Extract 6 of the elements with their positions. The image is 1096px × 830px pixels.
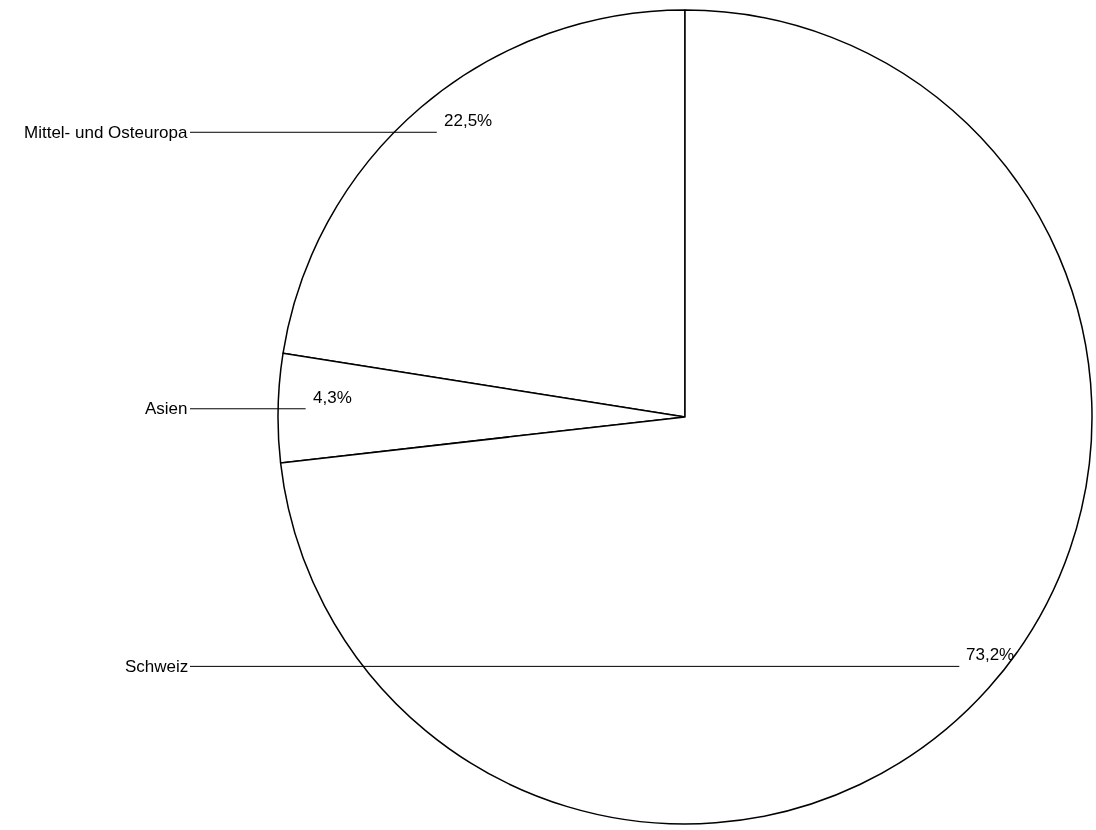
data-label: 73,2% <box>966 645 1015 664</box>
data-label: 4,3% <box>313 388 352 407</box>
slice-label: Mittel- und Osteuropa <box>24 123 189 142</box>
slice-label: Asien <box>145 399 188 418</box>
slice-label: Schweiz <box>125 657 189 676</box>
data-label: 22,5% <box>444 111 493 130</box>
